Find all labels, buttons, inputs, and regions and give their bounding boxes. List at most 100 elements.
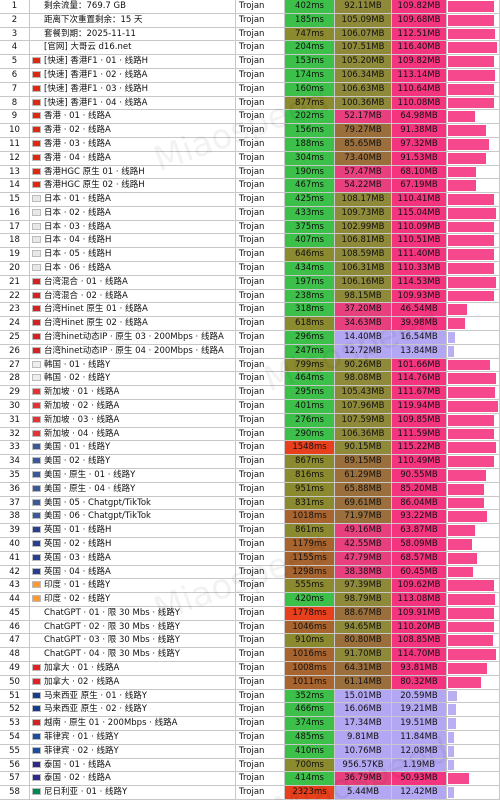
avg-speed: 90.26MB — [335, 358, 392, 373]
latency: 485ms — [285, 731, 335, 745]
avg-speed: 54.22MB — [335, 179, 392, 194]
speed-graph — [447, 510, 500, 525]
flag-icon — [32, 181, 41, 189]
row-index: 47 — [0, 634, 30, 649]
max-speed: 68.57MB — [392, 551, 447, 566]
flag-icon — [32, 167, 41, 175]
latency: 1298ms — [285, 565, 335, 580]
max-speed: 110.41MB — [392, 193, 447, 207]
latency: 295ms — [285, 386, 335, 400]
speed-graph-bar — [448, 483, 484, 495]
protocol: Trojan — [236, 620, 285, 635]
node-name: ChatGPT · 01 · 限 30 Mbs · 线路Y — [30, 606, 236, 621]
node-name-text: [官网] 大哥云 d16.net — [44, 42, 132, 53]
max-speed: 50.93MB — [392, 772, 447, 787]
avg-speed: 98.15MB — [335, 289, 392, 304]
avg-speed: 106.81MB — [335, 234, 392, 249]
node-name: 美国 · 原生 · 01 · 线路Y — [30, 468, 236, 483]
flag-icon — [32, 84, 41, 92]
flag-icon — [32, 788, 41, 796]
node-name-text: 日本 · 01 · 线路A — [44, 194, 111, 205]
node-name-text: 台湾Hinet 原生 02 · 线路A — [44, 318, 148, 329]
speed-graph-bar — [448, 469, 486, 481]
speed-graph — [447, 772, 500, 787]
row-index: 41 — [0, 551, 30, 566]
max-speed: 110.33MB — [392, 262, 447, 276]
node-name-text: 美国 · 06 · Chatgpt/TikTok — [44, 511, 151, 522]
node-name: 新加坡 · 03 · 线路A — [30, 413, 236, 428]
latency: 2323ms — [285, 786, 335, 800]
speed-graph — [447, 620, 500, 635]
speed-graph — [447, 303, 500, 318]
protocol: Trojan — [236, 593, 285, 607]
max-speed: 91.38MB — [392, 124, 447, 138]
speed-graph-bar — [448, 290, 494, 302]
protocol: Trojan — [236, 317, 285, 332]
node-name: ChatGPT · 02 · 限 30 Mbs · 线路Y — [30, 620, 236, 635]
max-speed: 91.53MB — [392, 151, 447, 166]
node-name-text: 香港 · 01 · 线路A — [44, 111, 111, 122]
node-name-text: 泰国 · 01 · 线路A — [44, 759, 111, 770]
avg-speed: 12.72MB — [335, 344, 392, 359]
speed-graph — [447, 441, 500, 456]
latency: 174ms — [285, 68, 335, 83]
node-name-text: 美国 · 02 · 线路Y — [44, 456, 111, 467]
node-name: [快速] 香港F1 · 03 · 线路H — [30, 82, 236, 97]
node-name: 日本 · 05 · 线路H — [30, 248, 236, 263]
node-name-text: 距离下次重置剩余：15 天 — [44, 14, 143, 25]
speed-graph — [447, 689, 500, 704]
max-speed: 114.53MB — [392, 275, 447, 290]
speed-graph-bar — [448, 194, 494, 205]
node-name-text: 英国 · 02 · 线路H — [44, 538, 112, 549]
avg-speed: 16.06MB — [335, 703, 392, 718]
node-name: 台湾Hinet 原生 02 · 线路A — [30, 317, 236, 332]
speed-graph-bar — [448, 138, 489, 150]
protocol: Trojan — [236, 606, 285, 621]
node-name-text: 英国 · 01 · 线路H — [44, 525, 112, 536]
avg-speed: 15.01MB — [335, 689, 392, 704]
protocol: Trojan — [236, 55, 285, 69]
max-speed: 111.67MB — [392, 386, 447, 400]
latency: 464ms — [285, 372, 335, 387]
node-name: 印度 · 01 · 线路Y — [30, 579, 236, 594]
speed-graph — [447, 455, 500, 469]
speed-graph — [447, 82, 500, 97]
speed-graph — [447, 758, 500, 773]
protocol: Trojan — [236, 662, 285, 676]
protocol: Trojan — [236, 744, 285, 759]
avg-speed: 38.38MB — [335, 565, 392, 580]
avg-speed: 107.51MB — [335, 41, 392, 56]
speed-graph — [447, 179, 500, 194]
protocol: Trojan — [236, 151, 285, 166]
max-speed: 13.84MB — [392, 344, 447, 359]
flag-icon — [32, 470, 41, 478]
flag-icon — [32, 664, 41, 672]
speed-graph — [447, 468, 500, 483]
speed-graph — [447, 593, 500, 607]
flag-icon — [32, 236, 41, 244]
latency: 425ms — [285, 193, 335, 207]
speed-graph-bar — [448, 525, 475, 536]
node-name-text: 新加坡 · 01 · 线路A — [44, 387, 120, 398]
node-name: 香港 · 04 · 线路A — [30, 151, 236, 166]
protocol: Trojan — [236, 386, 285, 400]
avg-speed: 94.65MB — [335, 620, 392, 635]
speed-graph — [447, 565, 500, 580]
max-speed: 46.54MB — [392, 303, 447, 318]
speed-graph — [447, 41, 500, 56]
row-index: 27 — [0, 358, 30, 373]
avg-speed: 9.81MB — [335, 731, 392, 745]
row-index: 37 — [0, 496, 30, 511]
avg-speed: 91.70MB — [335, 648, 392, 663]
node-name-text: ChatGPT · 01 · 限 30 Mbs · 线路Y — [44, 607, 180, 618]
row-index: 31 — [0, 413, 30, 428]
avg-speed: 36.79MB — [335, 772, 392, 787]
latency: 352ms — [285, 689, 335, 704]
flag-icon — [32, 346, 41, 354]
flag-icon — [32, 705, 41, 713]
flag-icon — [32, 567, 41, 575]
row-index: 29 — [0, 386, 30, 400]
avg-speed: 92.11MB — [335, 0, 392, 14]
max-speed: 101.66MB — [392, 358, 447, 373]
max-speed: 109.62MB — [392, 579, 447, 594]
